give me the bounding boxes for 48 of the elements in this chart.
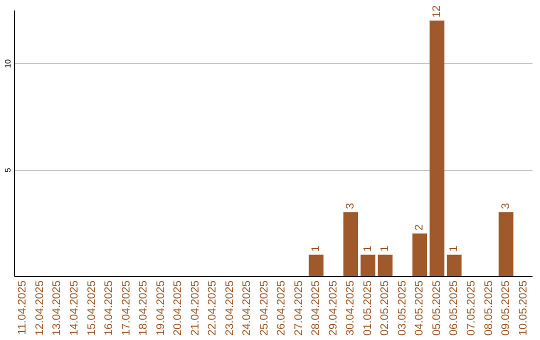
x-tick-label: 29.04.2025 bbox=[327, 280, 340, 336]
bar bbox=[360, 254, 376, 276]
x-tick-label: 11.04.2025 bbox=[16, 280, 29, 335]
data-label: 1 bbox=[362, 246, 374, 252]
x-tick-label: 30.04.2025 bbox=[344, 280, 357, 336]
bar bbox=[343, 212, 358, 276]
x-tick-label: 18.04.2025 bbox=[138, 280, 150, 336]
x-tick-label: 01.05.2025 bbox=[362, 280, 374, 336]
bar bbox=[430, 20, 444, 276]
data-label: 12 bbox=[430, 5, 443, 18]
x-tick-label: 19.04.2025 bbox=[154, 280, 167, 336]
data-label: 3 bbox=[500, 203, 512, 210]
bar bbox=[446, 254, 462, 276]
x-tick-label: 24.04.2025 bbox=[241, 280, 254, 336]
x-tick-label: 28.04.2025 bbox=[310, 280, 322, 336]
y-tick-label: 5 bbox=[4, 167, 12, 172]
x-tick-label: 22.04.2025 bbox=[206, 280, 219, 336]
x-tick-label: 15.04.2025 bbox=[86, 280, 98, 336]
x-tick-label: 12.04.2025 bbox=[34, 280, 46, 336]
x-tick-label: 23.04.2025 bbox=[224, 280, 236, 336]
x-tick-label: 07.05.2025 bbox=[466, 280, 478, 336]
x-tick-label: 04.05.2025 bbox=[414, 280, 426, 336]
x-tick-label: 25.04.2025 bbox=[258, 280, 270, 336]
x-tick-label: 05.05.2025 bbox=[430, 280, 443, 336]
data-label: 1 bbox=[310, 246, 322, 252]
x-tick-label: 09.05.2025 bbox=[500, 280, 512, 336]
data-label: 2 bbox=[414, 224, 426, 230]
bar bbox=[378, 254, 393, 276]
x-tick-label: 14.04.2025 bbox=[68, 280, 80, 336]
x-tick-label: 27.04.2025 bbox=[292, 280, 305, 336]
x-tick-label: 10.05.2025 bbox=[517, 280, 530, 336]
data-label: 3 bbox=[344, 203, 357, 210]
data-label: 1 bbox=[448, 246, 460, 252]
x-tick-label: 21.04.2025 bbox=[189, 280, 202, 336]
y-tick-label: 10 bbox=[4, 58, 12, 68]
x-tick-label: 17.04.2025 bbox=[120, 280, 132, 336]
bar bbox=[498, 212, 514, 276]
x-tick-label: 03.05.2025 bbox=[396, 280, 408, 336]
x-tick-label: 13.04.2025 bbox=[51, 280, 64, 336]
data-label: 1 bbox=[379, 246, 392, 252]
bar bbox=[308, 254, 324, 276]
x-tick-label: 02.05.2025 bbox=[379, 280, 392, 336]
x-tick-label: 20.04.2025 bbox=[172, 280, 184, 336]
x-tick-label: 06.05.2025 bbox=[448, 280, 460, 336]
bar bbox=[412, 233, 428, 276]
x-tick-label: 16.04.2025 bbox=[103, 280, 116, 336]
x-tick-label: 26.04.2025 bbox=[276, 280, 288, 336]
x-tick-label: 08.05.2025 bbox=[482, 280, 495, 336]
